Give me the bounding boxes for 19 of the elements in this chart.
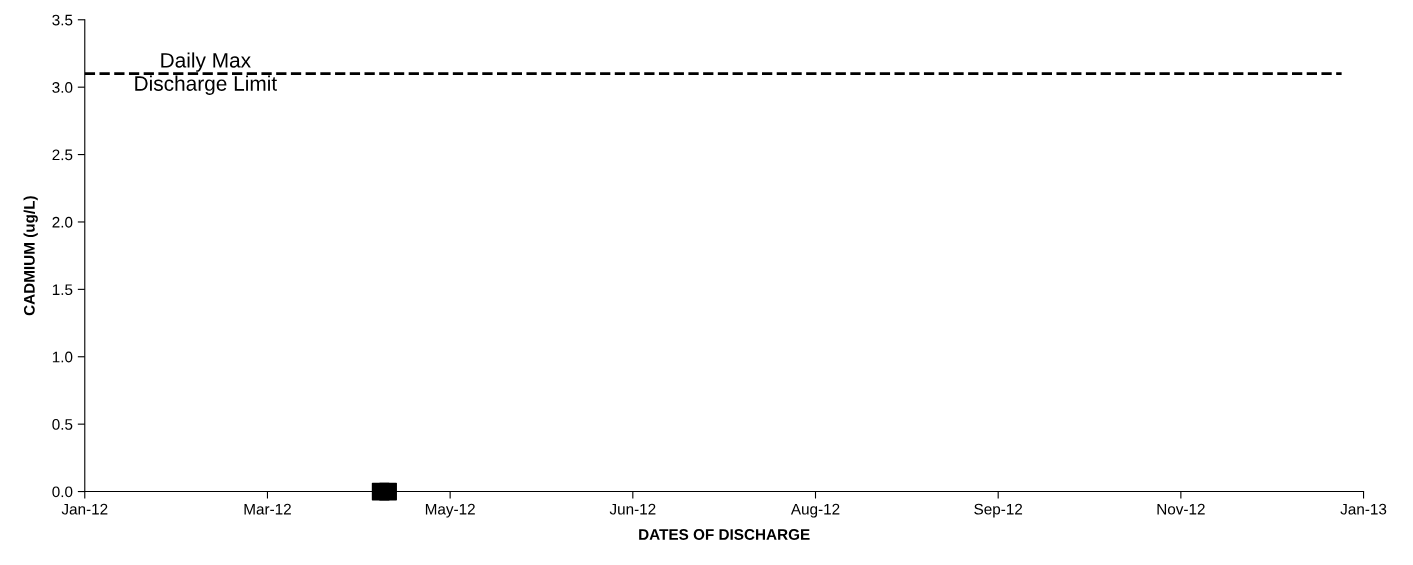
x-tick-label: Jun-12 bbox=[609, 503, 656, 515]
x-tick-label: Nov-12 bbox=[1157, 503, 1205, 515]
y-tick-label: 0.5 bbox=[52, 419, 73, 430]
x-tick-label: Jan-13 bbox=[1340, 503, 1387, 515]
x-tick-label: Mar-12 bbox=[244, 503, 291, 515]
x-tick-label: Aug-12 bbox=[790, 503, 840, 518]
annotation: Daily Max Discharge Limit bbox=[135, 52, 277, 95]
y-tick-label: 0.0 bbox=[52, 486, 73, 498]
x-tick-label: Jan-12 bbox=[61, 503, 108, 515]
y-tick-label: 1.0 bbox=[52, 351, 73, 363]
x-axis-title: DATES OF DISCHARGE bbox=[639, 529, 810, 540]
y-tick-label: 2.0 bbox=[52, 216, 73, 228]
x-tick-label: Sep-12 bbox=[974, 503, 1023, 518]
y-axis-title: CADMIUM (ug/L) bbox=[23, 196, 38, 316]
y-tick-label: 3.0 bbox=[52, 82, 73, 93]
x-tick-label: May-12 bbox=[425, 503, 475, 518]
y-tick-label: 3.5 bbox=[52, 14, 73, 26]
y-tick-label: 1.5 bbox=[52, 284, 73, 296]
y-tick-label: 2.5 bbox=[52, 149, 73, 161]
